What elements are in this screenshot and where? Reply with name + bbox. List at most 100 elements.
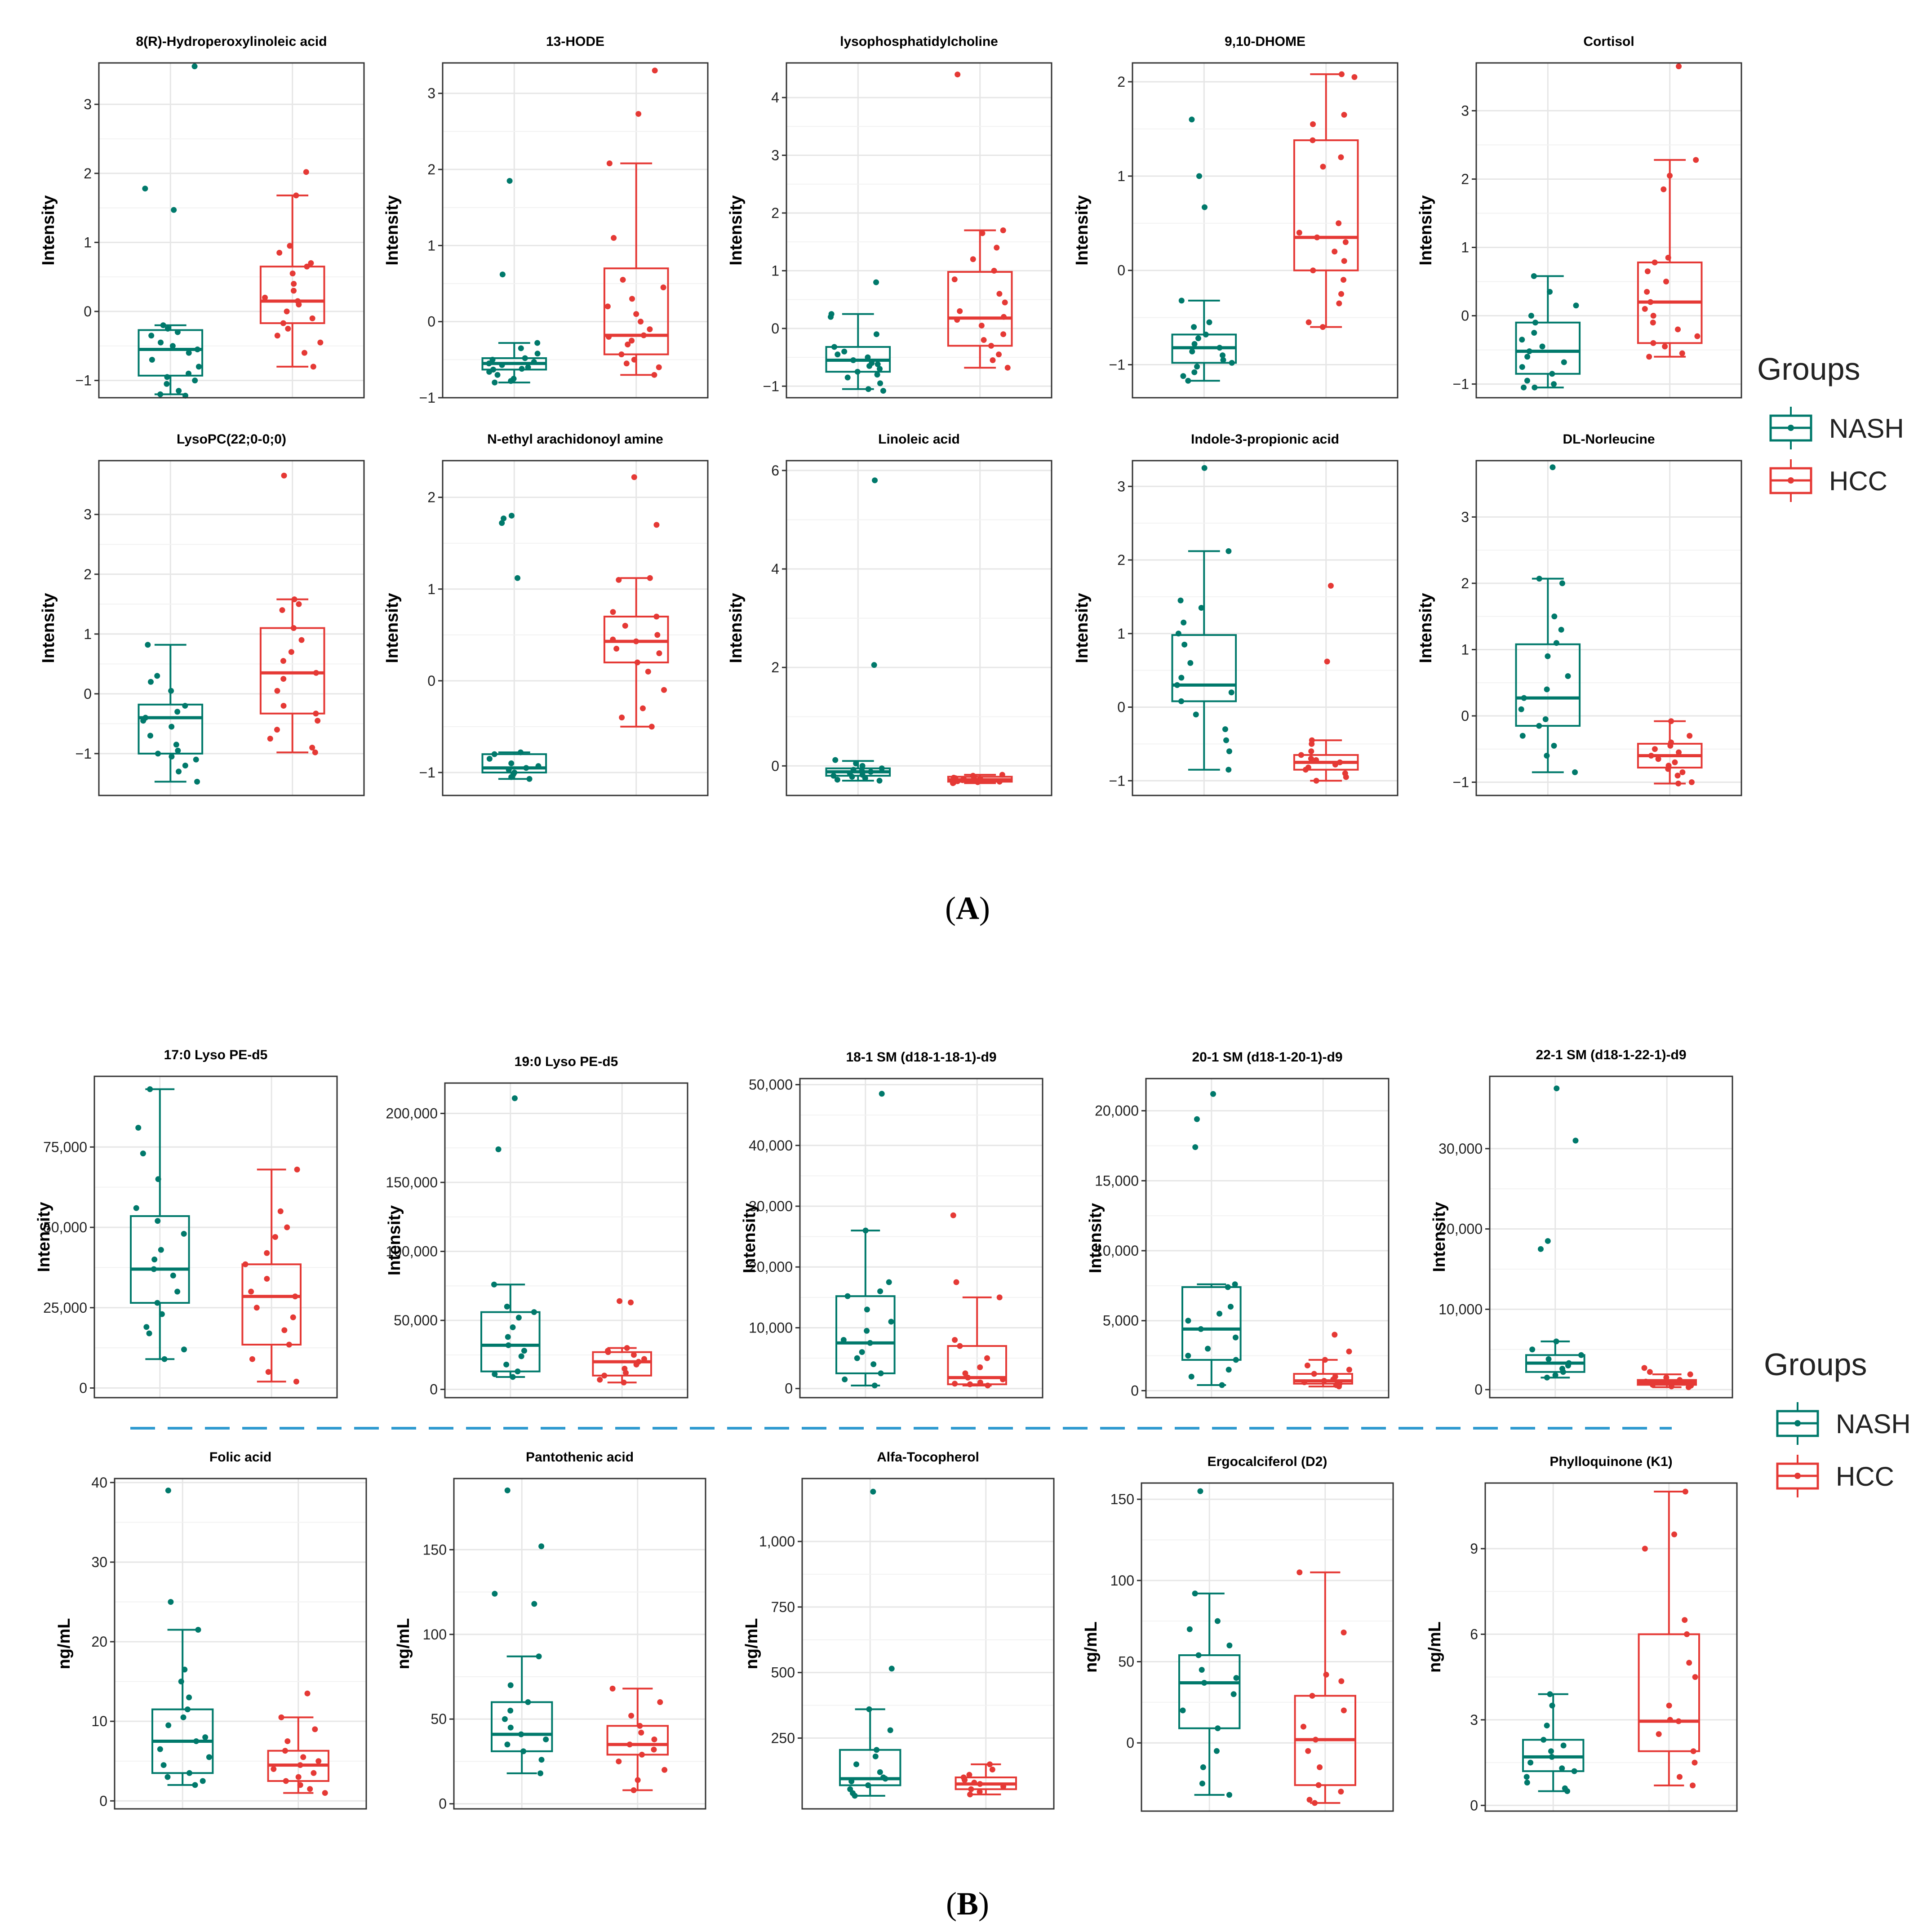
data-point	[1203, 331, 1209, 338]
series-hcc	[947, 71, 1013, 371]
data-point	[1565, 673, 1571, 679]
panel-title: N-ethyl arachidonoyl amine	[487, 432, 663, 447]
data-point	[1342, 239, 1349, 245]
legend-entry-hcc: HCC	[1776, 1455, 1894, 1497]
y-axis-title: Intensity	[727, 195, 746, 265]
box	[835, 1295, 896, 1374]
data-point	[660, 284, 666, 290]
data-point	[1537, 1246, 1544, 1252]
data-point	[873, 331, 879, 338]
data-point	[538, 1543, 545, 1550]
data-point	[986, 1761, 993, 1768]
data-point	[868, 768, 874, 775]
data-point	[830, 773, 837, 779]
data-point	[641, 1356, 647, 1362]
data-point	[491, 751, 497, 757]
data-point	[875, 361, 881, 367]
data-point	[1313, 777, 1319, 784]
legend-entry-nash: NASH	[1769, 407, 1904, 449]
box	[603, 267, 669, 355]
y-tick-label: 3	[1117, 478, 1125, 494]
data-point	[1560, 1369, 1566, 1375]
data-point	[1310, 121, 1316, 127]
box	[1178, 1654, 1241, 1729]
data-point	[1199, 1667, 1205, 1673]
data-point	[1351, 74, 1358, 80]
legend-b: Groups NASH HCC	[1764, 1347, 1911, 1497]
data-point	[1679, 350, 1685, 356]
data-point	[1641, 1365, 1647, 1371]
data-point	[1308, 748, 1314, 755]
data-point	[1560, 1742, 1567, 1749]
data-point	[640, 332, 647, 338]
data-point	[193, 1738, 200, 1744]
legend-title: Groups	[1764, 1347, 1867, 1382]
data-point	[1178, 675, 1185, 681]
panel-frame	[114, 1478, 367, 1810]
data-point	[1667, 742, 1674, 749]
data-point	[962, 1777, 968, 1783]
y-tick-label: 0	[785, 1381, 793, 1397]
data-point	[870, 1488, 876, 1495]
data-point	[1213, 1748, 1220, 1754]
data-point	[653, 613, 660, 620]
data-point	[1228, 689, 1234, 696]
data-point	[1310, 267, 1316, 274]
y-axis-title: Intensity	[740, 1203, 759, 1273]
data-point	[1572, 769, 1578, 775]
data-point	[186, 1770, 192, 1776]
panel-title: 19:0 Lyso PE-d5	[515, 1054, 618, 1069]
data-point	[1304, 1362, 1310, 1368]
data-point	[165, 1488, 171, 1494]
y-tick-label: 50,000	[43, 1219, 87, 1235]
data-point	[1186, 1626, 1193, 1632]
data-point	[1656, 1731, 1662, 1737]
y-tick-label: 3	[427, 85, 435, 102]
data-point	[508, 378, 514, 384]
data-point	[322, 1790, 328, 1796]
data-point	[1296, 230, 1302, 236]
data-point	[981, 337, 987, 343]
data-point	[1690, 1748, 1696, 1754]
y-tick-label: 0	[1461, 708, 1469, 724]
data-point	[304, 263, 310, 270]
data-point	[310, 364, 316, 370]
data-point	[827, 314, 834, 320]
y-axis-title: Intensity	[39, 593, 58, 663]
data-point	[1330, 1377, 1336, 1383]
data-point	[164, 374, 170, 380]
data-point	[164, 1774, 171, 1780]
data-point	[1226, 748, 1232, 755]
panel-frame	[799, 1078, 1043, 1399]
data-point	[1682, 1617, 1688, 1623]
data-point	[652, 67, 658, 74]
data-point	[151, 1266, 157, 1272]
data-point	[297, 1782, 303, 1788]
data-point	[146, 1330, 152, 1337]
y-tick-label: 40	[91, 1475, 107, 1491]
series-nash	[151, 1488, 214, 1788]
data-point	[1554, 1085, 1560, 1092]
y-tick-label: 2	[84, 165, 92, 182]
data-point	[154, 1300, 160, 1306]
y-tick-label: 10	[91, 1713, 107, 1729]
data-point	[609, 1685, 616, 1692]
data-point	[499, 271, 506, 278]
section-a-label: (A)	[945, 890, 990, 926]
data-point	[168, 1599, 174, 1605]
data-point	[1551, 381, 1557, 387]
data-point	[1521, 384, 1527, 391]
data-point	[1332, 1332, 1338, 1338]
data-point	[1551, 613, 1558, 620]
data-point	[531, 1601, 537, 1607]
data-point	[971, 1780, 977, 1786]
data-point	[1312, 1737, 1319, 1743]
data-point	[1675, 1718, 1682, 1724]
data-point	[158, 339, 164, 346]
panel-pantothenic-acid: 0 50 100 150 Pantothenic acid ng/mL	[394, 1450, 706, 1812]
data-point	[1338, 71, 1345, 77]
y-tick-label: 2	[84, 566, 92, 582]
panel-8-r-hydroperoxylinoleic-acid: −1 0 1 2 3 8(R)-Hydroperoxylinoleic acid Inten…	[39, 34, 365, 399]
data-point	[165, 1722, 172, 1728]
data-point	[145, 642, 151, 648]
